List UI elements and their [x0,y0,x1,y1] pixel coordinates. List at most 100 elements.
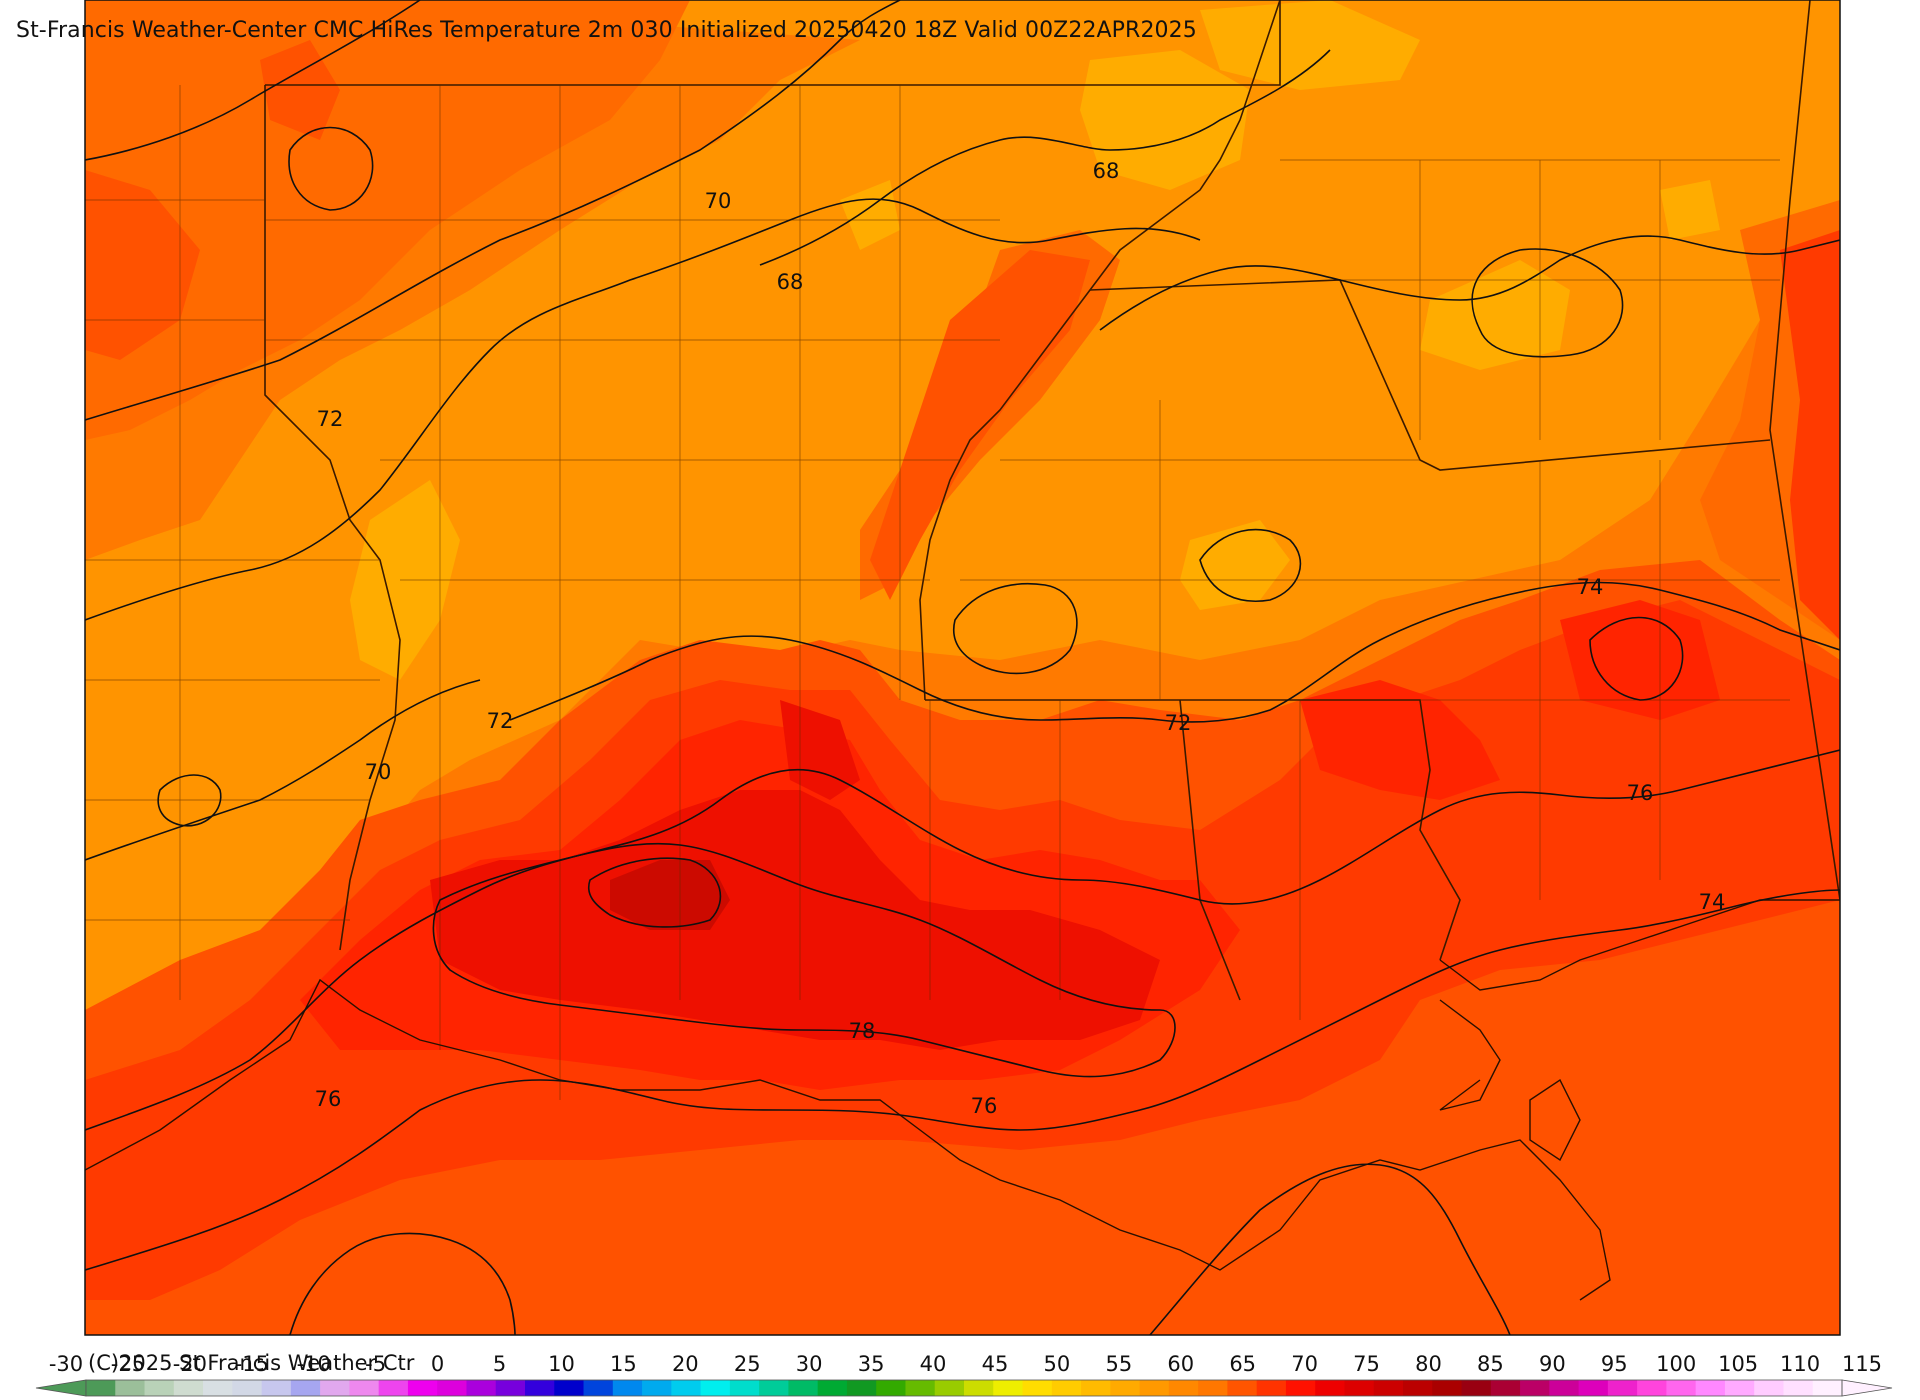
colorbar-swatch [671,1380,702,1396]
colorbar-tick-label: 75 [1353,1352,1380,1376]
colorbar-swatch [1022,1380,1053,1396]
colorbar-tick-label: 50 [1044,1352,1071,1376]
colorbar-tick-label: 110 [1780,1352,1820,1376]
colorbar-swatch [876,1380,906,1396]
contour-label: 76 [315,1087,342,1111]
contour-label: 74 [1699,890,1726,914]
colorbar-swatch [1344,1380,1375,1396]
colorbar-swatch [525,1380,555,1396]
map-title: St-Francis Weather-Center CMC HiRes Temp… [16,18,1197,43]
colorbar-tick-label: -10 [297,1352,331,1376]
colorbar-swatch [1051,1380,1082,1396]
colorbar-swatch [1110,1380,1141,1396]
region-68-70 [85,0,1840,1040]
colorbar-tick-label: 20 [672,1352,699,1376]
colorbar-swatch [846,1380,877,1396]
colorbar-tick-label: 105 [1718,1352,1758,1376]
colorbar-swatch [1666,1380,1697,1396]
region-80-82 [610,860,730,930]
colorbar-swatch [788,1380,819,1396]
colorbar-swatch [1695,1380,1726,1396]
colorbar-tick-label: 100 [1656,1352,1696,1376]
contour-label: 70 [365,760,392,784]
colorbar-tick-label: 80 [1415,1352,1442,1376]
temperature-colorbar: -30 -25 -20 -15 -10 -5 0 5 10 15 20 25 30 35 40 45 50 55 6… [35,1352,1893,1397]
colorbar-swatch [1285,1380,1316,1396]
colorbar-swatch [554,1380,585,1396]
colorbar-swatch [1432,1380,1463,1396]
colorbar-tick-label: 65 [1229,1352,1256,1376]
colorbar-swatch [1461,1380,1492,1396]
colorbar-swatch [173,1380,204,1396]
colorbar-swatch [612,1380,643,1396]
colorbar-swatch [1578,1380,1609,1396]
contour-label: 70 [705,189,732,213]
colorbar-tick-label: 5 [493,1352,506,1376]
colorbar-swatch [349,1380,380,1396]
colorbar-tick-label: -5 [365,1352,386,1376]
colorbar-swatch [466,1380,497,1396]
colorbar-swatch [495,1380,526,1396]
colorbar-swatch [437,1380,467,1396]
colorbar-swatch [1403,1380,1433,1396]
colorbar-swatch [905,1380,936,1396]
county-lines [85,85,1790,1100]
colorbar-swatch [86,1380,116,1396]
colorbar-tick-label: 0 [431,1352,444,1376]
colorbar-swatch [261,1380,292,1396]
colorbar-swatch [1315,1380,1345,1396]
colorbar-swatch [759,1380,789,1396]
contour-label: 72 [1165,711,1192,735]
colorbar-swatch [1520,1380,1550,1396]
colorbar-min-arrow [35,1379,87,1397]
colorbar-swatch [1812,1380,1843,1396]
colorbar-swatch [642,1380,672,1396]
colorbar-swatch [407,1380,438,1396]
colorbar-swatch [1783,1380,1814,1396]
colorbar-tick-label: -25 [111,1352,145,1376]
colorbar-swatch [1139,1380,1170,1396]
colorbar-tick-label: -30 [49,1352,83,1376]
colorbar-tick-label: 115 [1842,1352,1882,1376]
colorbar-swatch [993,1380,1024,1396]
contour-label: 74 [1577,575,1604,599]
colorbar-tick-label: 70 [1291,1352,1318,1376]
colorbar-frame [85,1379,1843,1397]
colorbar-swatch [1754,1380,1784,1396]
colorbar-swatch [700,1380,731,1396]
colorbar-swatch [934,1380,965,1396]
colorbar-tick-label: 60 [1167,1352,1194,1376]
colorbar-swatch [1168,1380,1199,1396]
contour-label: 76 [971,1094,998,1118]
contour-label: 76 [1627,781,1654,805]
colorbar-swatch [1637,1380,1667,1396]
colorbar-swatch [1490,1380,1521,1396]
colorbar-tick-label: 15 [610,1352,637,1376]
colorbar-swatch [1081,1380,1111,1396]
contour-label: 78 [849,1019,876,1043]
map-frame [84,0,1841,1336]
colorbar-swatch [378,1380,409,1396]
copyright-text: (C)2025 St Francis Weather Ctr [88,1351,415,1375]
colorbar-swatch [1198,1380,1228,1396]
colorbar-swatch [1724,1380,1755,1396]
contour-label: 72 [487,709,514,733]
colorbar-swatch [964,1380,994,1396]
colorbar-swatch [1227,1380,1258,1396]
colorbar-swatch [1256,1380,1287,1396]
colorbar-tick-label: -20 [173,1352,207,1376]
contour-label: 72 [317,407,344,431]
colorbar-swatch [320,1380,350,1396]
colorbar-tick-label: 45 [982,1352,1009,1376]
colorbar-max-arrow [1841,1379,1893,1397]
colorbar-swatch [203,1380,233,1396]
colorbar-swatch [144,1380,175,1396]
colorbar-swatch [290,1380,321,1396]
colorbar-swatch [1549,1380,1580,1396]
colorbar-tick-label: 10 [548,1352,575,1376]
contour-label: 68 [777,270,804,294]
colorbar-swatch [817,1380,848,1396]
colorbar-tick-label: 40 [920,1352,947,1376]
colorbar-tick-label: -15 [235,1352,269,1376]
